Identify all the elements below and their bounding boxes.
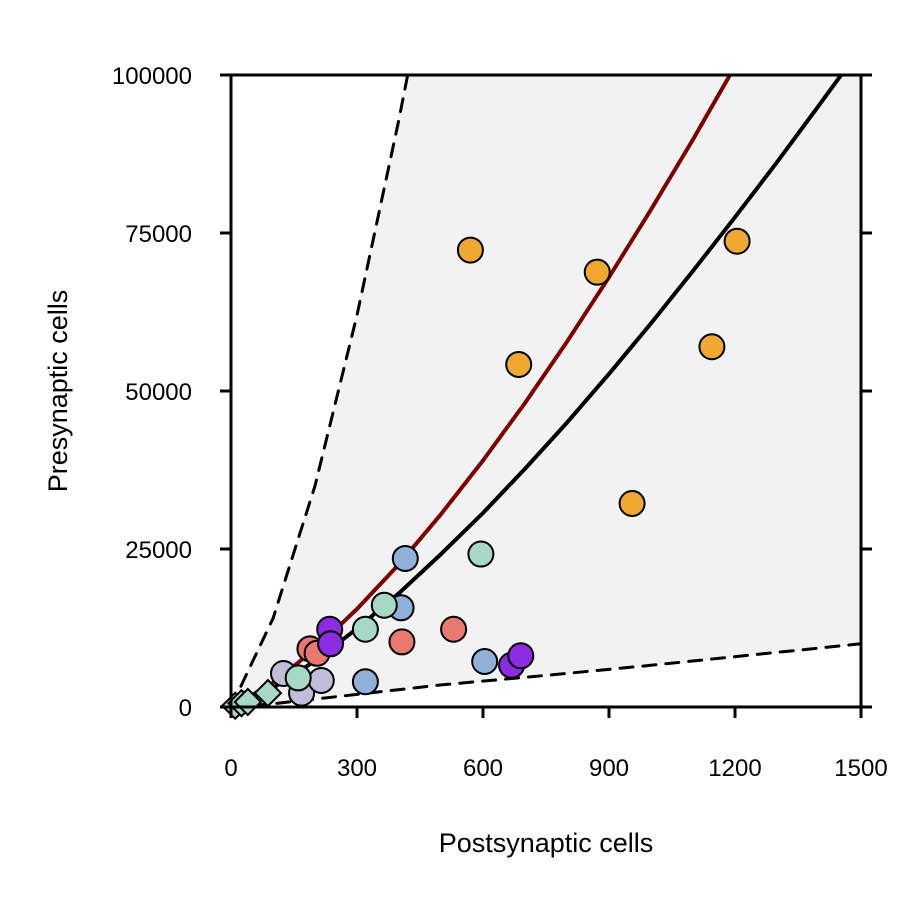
blue-point-0 bbox=[351, 668, 379, 696]
teal-point-1 bbox=[351, 615, 379, 643]
x-tick-label-5: 1500 bbox=[834, 755, 887, 782]
y-tick-label-1: 25000 bbox=[125, 537, 192, 564]
purple-point-3 bbox=[507, 642, 535, 670]
shaded-region bbox=[231, 75, 861, 707]
orange-point-0 bbox=[456, 236, 484, 264]
orange-point-5 bbox=[723, 227, 751, 255]
y-tick-label-2: 50000 bbox=[125, 379, 192, 406]
blue-point-3 bbox=[471, 647, 499, 675]
y-axis-title: Presynaptic cells bbox=[43, 290, 73, 493]
teal-point-2 bbox=[370, 591, 398, 619]
orange-point-3 bbox=[618, 489, 646, 517]
red-point-3 bbox=[440, 615, 468, 643]
red-point-2 bbox=[388, 628, 416, 656]
orange-point-4 bbox=[698, 333, 726, 361]
orange-point-2 bbox=[583, 258, 611, 286]
x-tick-label-0: 0 bbox=[224, 755, 237, 782]
x-axis-title: Postsynaptic cells bbox=[439, 828, 654, 858]
upper-bound-curve bbox=[231, 75, 410, 707]
y-tick-label-0: 0 bbox=[179, 695, 192, 722]
purple-point-1 bbox=[317, 630, 345, 658]
teal-point-3 bbox=[467, 540, 495, 568]
orange-point-1 bbox=[505, 350, 533, 378]
x-tick-label-1: 300 bbox=[337, 755, 377, 782]
teal-point-0 bbox=[284, 664, 312, 692]
y-tick-label-3: 75000 bbox=[125, 221, 192, 248]
lower-bound-curve bbox=[231, 642, 861, 707]
x-tick-label-3: 900 bbox=[589, 755, 629, 782]
x-tick-label-2: 600 bbox=[463, 755, 503, 782]
blue-point-2 bbox=[391, 544, 419, 572]
lavender-point-2 bbox=[307, 666, 335, 694]
y-tick-label-4: 100000 bbox=[112, 63, 192, 90]
x-tick-label-4: 1200 bbox=[708, 755, 761, 782]
